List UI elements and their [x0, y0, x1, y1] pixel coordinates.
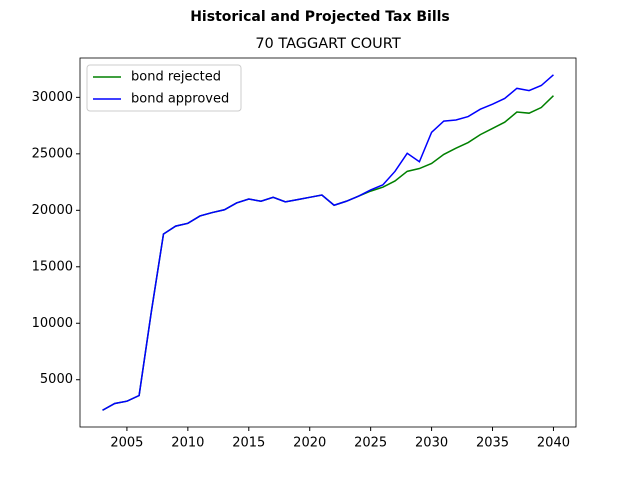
plot-frame: [79, 57, 577, 428]
chart-subtitle: 70 TAGGART COURT: [255, 36, 401, 52]
chart-title: Historical and Projected Tax Bills: [190, 9, 450, 25]
y-tick-label: 10000: [32, 316, 73, 331]
y-tick-label: 25000: [32, 146, 73, 161]
x-tick-label: 2035: [476, 436, 509, 451]
y-tick-label: 20000: [32, 203, 73, 218]
x-tick-label: 2025: [354, 436, 387, 451]
x-tick-label: 2030: [415, 436, 448, 451]
x-tick-label: 2040: [537, 436, 570, 451]
y-tick-label: 30000: [32, 90, 73, 105]
series-line: [102, 95, 554, 411]
series-line: [102, 74, 554, 411]
x-tick-label: 2020: [293, 436, 326, 451]
x-tick-label: 2015: [232, 436, 265, 451]
legend-label: bond approved: [131, 92, 229, 107]
y-tick-label: 15000: [32, 259, 73, 274]
x-tick-label: 2005: [110, 436, 143, 451]
legend-label: bond rejected: [131, 70, 221, 85]
x-tick-label: 2010: [171, 436, 204, 451]
y-tick-label: 5000: [40, 372, 73, 387]
legend-box: [86, 64, 242, 112]
